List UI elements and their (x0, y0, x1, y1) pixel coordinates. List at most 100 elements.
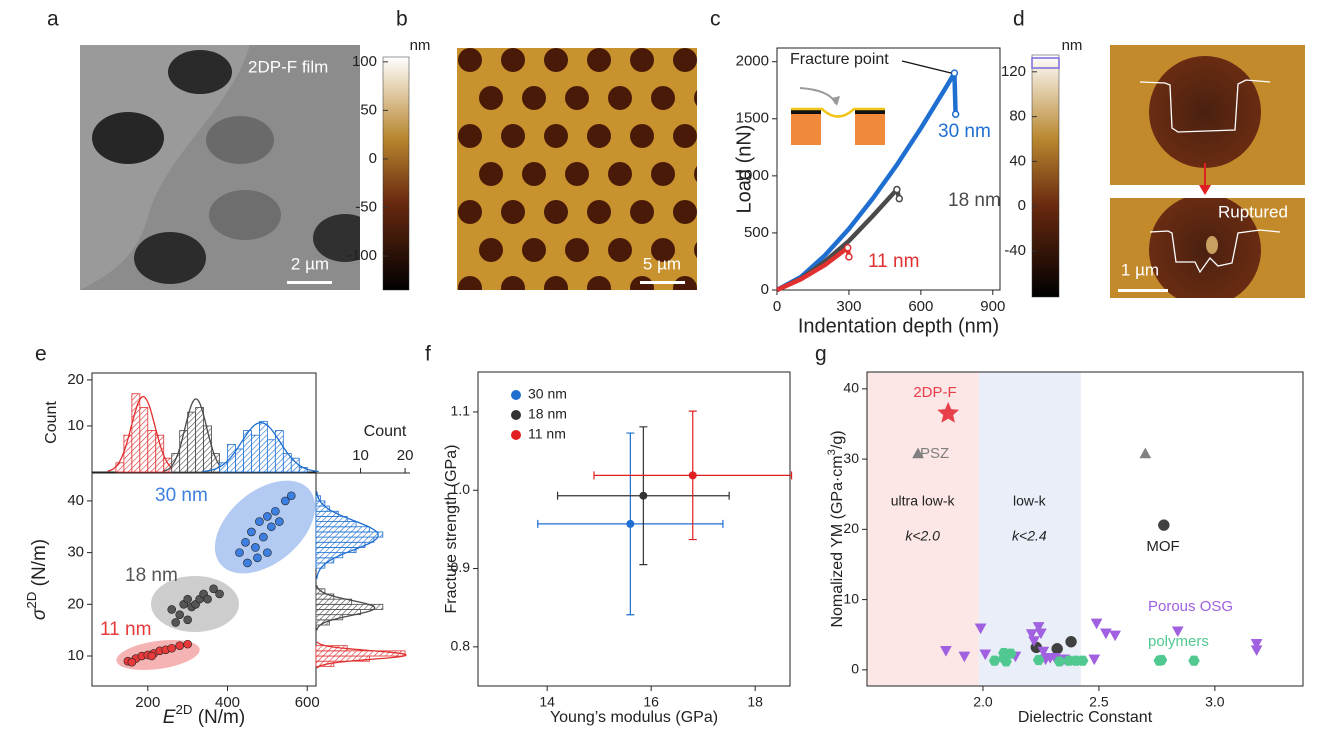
y-tick-label: 1500 (736, 110, 769, 127)
hole (673, 200, 697, 224)
hist-bar (259, 420, 268, 473)
end-point (845, 253, 853, 261)
hole (501, 200, 525, 224)
series-label: 18 nm (125, 565, 178, 586)
legend-marker (511, 390, 521, 400)
x-tick-label: 900 (980, 298, 1005, 315)
y-tick-label: 0 (761, 281, 769, 298)
label-part: 2D (24, 592, 39, 609)
hole (651, 86, 675, 110)
hole (716, 276, 740, 300)
x-axis-label: Dielectric Constant (1018, 709, 1153, 726)
hist-bar (203, 425, 212, 473)
hole (737, 238, 761, 262)
end-point (950, 69, 959, 77)
hole (608, 238, 632, 262)
fit-curve (202, 421, 319, 473)
data-point (939, 646, 952, 657)
data-point (1065, 635, 1077, 648)
series-label: 18 nm (948, 190, 1001, 211)
y-axis-label: Nomalized YM (GPa·cm3/g) (826, 430, 846, 627)
data-point (271, 506, 280, 516)
label-part: 3 (826, 449, 838, 455)
data-point (912, 447, 924, 459)
hole (737, 86, 761, 110)
data-point (175, 641, 184, 650)
x-axis-label: E2D (N/m) (163, 702, 245, 728)
data-point (1099, 628, 1112, 640)
y-tick-label: 0 (851, 661, 859, 677)
hole (544, 276, 568, 290)
series-label: MOF (1146, 538, 1179, 555)
panel-label: c (710, 8, 721, 31)
hole (544, 48, 568, 72)
label-part: E (163, 707, 176, 728)
data-point (1155, 654, 1168, 666)
hist-bar (266, 439, 276, 473)
panel-label: a (47, 8, 59, 31)
label-part: (N/m) (29, 539, 50, 592)
data-point (255, 517, 264, 526)
panel-label: b (396, 8, 408, 31)
x-tick-label: 10 (352, 447, 369, 464)
hist-bar (315, 521, 357, 528)
plot-frame (776, 47, 1001, 291)
scalebar-label: 2 µm (291, 254, 329, 273)
hole (522, 86, 546, 110)
data-point (281, 496, 290, 506)
data-point (1139, 447, 1152, 459)
y-tick-label: 1.0 (451, 481, 471, 497)
colorbar-tick-label: -40 (1004, 242, 1026, 259)
afm-image (457, 48, 761, 300)
afm-image-after (1110, 198, 1305, 298)
hole (694, 242, 697, 258)
hist-bar (147, 430, 157, 473)
hole (673, 48, 697, 72)
hist-bar (315, 650, 406, 657)
fit-curve (316, 585, 376, 631)
data-point (215, 589, 224, 599)
colorbar-highlight (1031, 57, 1060, 69)
series-label: 30 nm (938, 121, 991, 142)
hole (651, 162, 675, 186)
hole (522, 162, 546, 186)
load-curve (775, 70, 958, 292)
hole (673, 276, 697, 290)
x-tick-label: 14 (539, 694, 555, 710)
hist-bar (315, 603, 384, 610)
y-tick-label: 2000 (736, 53, 769, 70)
hole (479, 238, 503, 262)
data-point (147, 651, 157, 661)
x-tick-label: 200 (135, 694, 160, 711)
y-axis-label: σ2D (N/m) (24, 539, 50, 620)
label-part: σ (29, 607, 50, 620)
data-point (263, 548, 272, 557)
x-tick-label: 16 (643, 694, 659, 710)
hist-bar (115, 462, 125, 473)
data-point (167, 643, 177, 653)
hole (630, 124, 654, 148)
end-point (843, 244, 852, 252)
afm-image-before (1110, 45, 1305, 185)
hist-bar (315, 614, 344, 621)
fit-curve (163, 398, 229, 472)
colorbar-tick-label: -50 (355, 198, 377, 215)
colorbar-tick-label: 50 (360, 101, 377, 118)
colorbar-tick-label: -100 (347, 247, 377, 264)
y-tick-label: 20 (843, 520, 859, 536)
series-label: 30 nm (155, 485, 208, 506)
colorbar-tick-label: 0 (1018, 197, 1026, 214)
x-tick-label: 18 (747, 694, 763, 710)
region-sublabel: k<2.0 (905, 528, 940, 544)
hist-bar (315, 541, 366, 548)
x-tick-label: 20 (397, 447, 414, 464)
data-point (251, 543, 260, 552)
scalebar-label: 1 µm (1121, 260, 1159, 279)
hole (458, 124, 482, 148)
data-point (1250, 639, 1263, 650)
data-point (1250, 645, 1263, 657)
legend-marker (511, 430, 521, 440)
hole (565, 86, 589, 110)
hist-bar (235, 448, 244, 473)
hist-bar (315, 531, 384, 538)
